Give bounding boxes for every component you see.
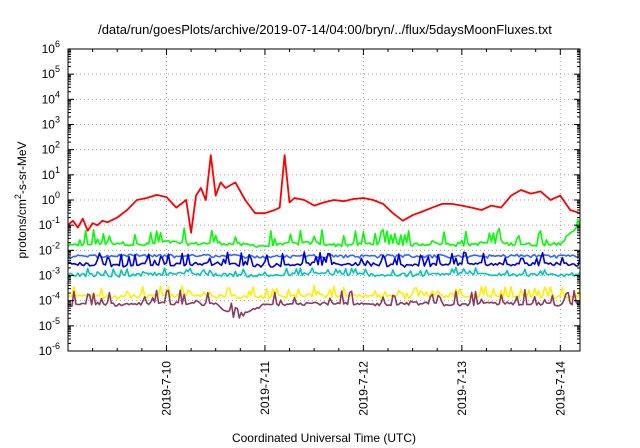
y-tick-label: 105 xyxy=(42,64,60,81)
x-tick-label: 2019-7-11 xyxy=(258,361,272,415)
x-tick-label: 2019-7-10 xyxy=(159,361,173,416)
x-tick-label: 2019-7-12 xyxy=(356,361,370,416)
y-tick-label: 103 xyxy=(42,115,60,132)
ticks-layer: 10-6 10-5 10-4 10-3 10-2 10-1 100 101 102 103 104 1… xyxy=(39,39,580,416)
y-tick-label: 10-6 xyxy=(39,341,60,358)
y-tick-label: 10-5 xyxy=(39,316,60,333)
y-tick-label: 102 xyxy=(42,140,60,157)
y-tick-label: 100 xyxy=(42,190,60,207)
y-axis-label-sup: 2 xyxy=(13,194,23,199)
series-line xyxy=(67,289,581,319)
y-tick-label: 101 xyxy=(42,165,60,182)
y-tick-label: 104 xyxy=(42,89,60,106)
series-line xyxy=(67,266,581,278)
x-tick-label: 2019-7-14 xyxy=(553,361,567,416)
x-tick-label: 2019-7-13 xyxy=(455,361,469,416)
series-line xyxy=(67,251,581,268)
series-line xyxy=(67,218,581,248)
chart-title: /data/run/goesPlots/archive/2019-07-14/0… xyxy=(98,22,552,37)
y-tick-label: 10-3 xyxy=(39,266,60,283)
y-axis-label-rest: -s-sr-MeV xyxy=(15,141,29,194)
y-tick-label: 106 xyxy=(42,39,60,56)
series-line xyxy=(67,284,581,300)
y-axis-label-base: protons/cm xyxy=(15,199,29,258)
series-line xyxy=(67,154,581,234)
y-axis-label: protons/cm2-s-sr-MeV xyxy=(13,141,29,258)
series-layer xyxy=(67,154,581,319)
y-tick-label: 10-2 xyxy=(39,240,60,257)
grid-layer xyxy=(68,49,580,351)
x-axis-label: Coordinated Universal Time (UTC) xyxy=(232,431,416,445)
y-tick-label: 10-1 xyxy=(39,215,60,232)
y-tick-label: 10-4 xyxy=(39,291,60,308)
